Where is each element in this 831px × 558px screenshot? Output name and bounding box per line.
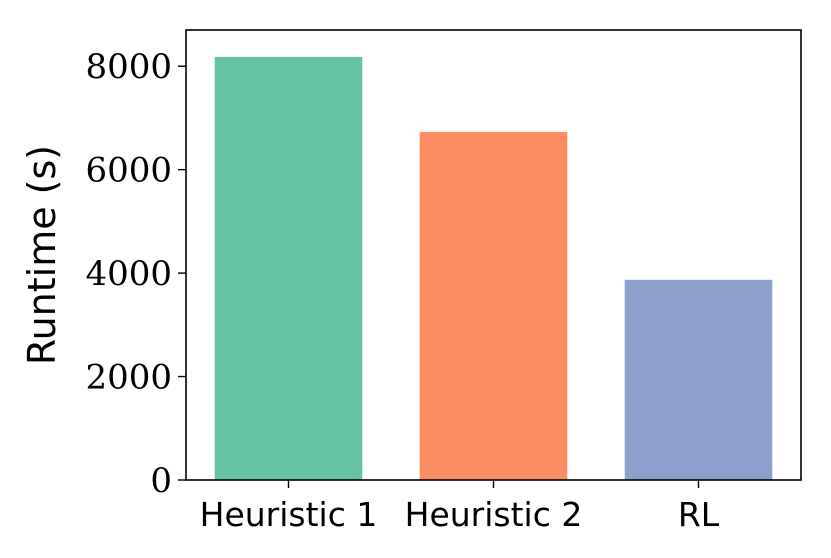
y-axis-label: Runtime (s) xyxy=(20,145,64,365)
x-tick-label: Heuristic 1 xyxy=(200,495,378,534)
bar-heuristic-1 xyxy=(214,56,363,481)
x-tick-label: Heuristic 2 xyxy=(405,495,583,534)
y-tick-label: 6000 xyxy=(85,151,172,191)
bars-group xyxy=(214,56,773,481)
x-axis-ticks: Heuristic 1 Heuristic 2 RL xyxy=(200,480,720,534)
x-tick-label: RL xyxy=(678,495,720,534)
plot-frame xyxy=(185,29,802,481)
y-tick-label: 2000 xyxy=(85,358,172,398)
bar-heuristic-2 xyxy=(419,131,568,480)
y-axis-ticks: 0 2000 4000 6000 8000 xyxy=(85,47,186,501)
y-tick-label: 4000 xyxy=(85,254,172,294)
y-tick-label: 8000 xyxy=(85,47,172,87)
bar-rl xyxy=(624,279,773,480)
y-tick-label: 0 xyxy=(150,461,172,501)
